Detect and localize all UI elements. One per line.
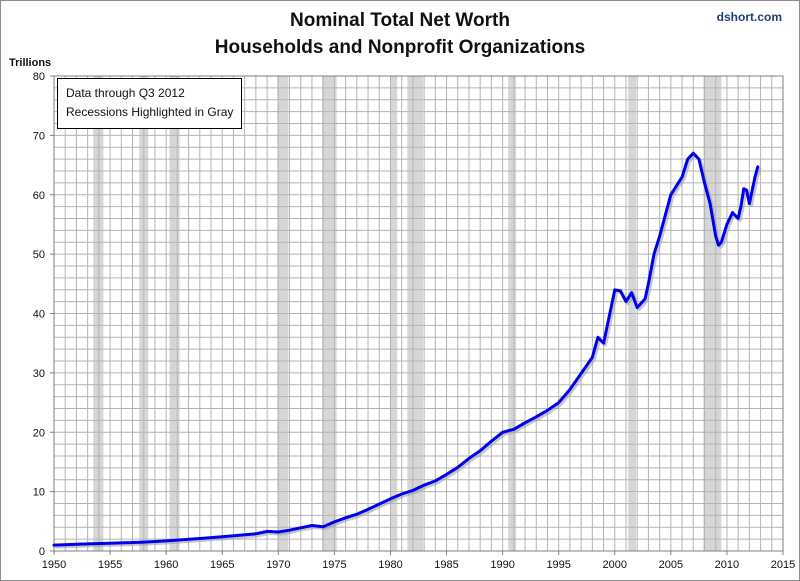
series-group [52, 151, 762, 549]
x-tick-label: 1960 [154, 559, 178, 571]
chart-title-line1: Nominal Total Net Worth [290, 10, 510, 31]
y-axis-label: Trillions [9, 57, 52, 69]
y-tick-label: 0 [39, 546, 45, 558]
gridlines [54, 76, 783, 551]
x-tick-label: 2005 [659, 559, 683, 571]
source-credit: dshort.com [716, 10, 782, 24]
series-line-shadow [54, 153, 762, 549]
x-tick-label: 1985 [434, 559, 458, 571]
x-tick-label: 1955 [98, 559, 122, 571]
y-tick-label: 40 [33, 309, 45, 321]
y-tick-label: 30 [33, 368, 45, 380]
axes [50, 75, 784, 555]
x-tick-label: 1950 [42, 559, 66, 571]
series-line-net-worth [52, 151, 760, 547]
legend-line-data-through: Data through Q3 2012 [66, 86, 185, 100]
legend-box: Data through Q3 2012 Recessions Highligh… [57, 78, 243, 129]
tick-labels: 1950 1955 1960 1965 1970 1975 1980 1985 1990 1995… [33, 71, 795, 571]
legend-line-recessions: Recessions Highlighted in Gray [66, 105, 234, 119]
x-tick-label: 2010 [715, 559, 739, 571]
y-tick-label: 20 [33, 427, 45, 439]
x-tick-label: 1990 [490, 559, 514, 571]
x-tick-label: 1970 [266, 559, 290, 571]
y-tick-label: 10 [33, 487, 45, 499]
y-tick-label: 60 [33, 190, 45, 202]
chart-title-line2: Households and Nonprofit Organizations [214, 37, 586, 58]
x-tick-label: 1965 [210, 559, 234, 571]
x-tick-label: 2015 [771, 559, 795, 571]
y-tick-label: 50 [33, 249, 45, 261]
y-tick-label: 80 [33, 71, 45, 83]
x-tick-label: 2000 [603, 559, 627, 571]
x-tick-label: 1975 [322, 559, 346, 571]
x-tick-label: 1980 [378, 559, 402, 571]
y-tick-label: 70 [33, 130, 45, 142]
x-tick-label: 1995 [546, 559, 570, 571]
